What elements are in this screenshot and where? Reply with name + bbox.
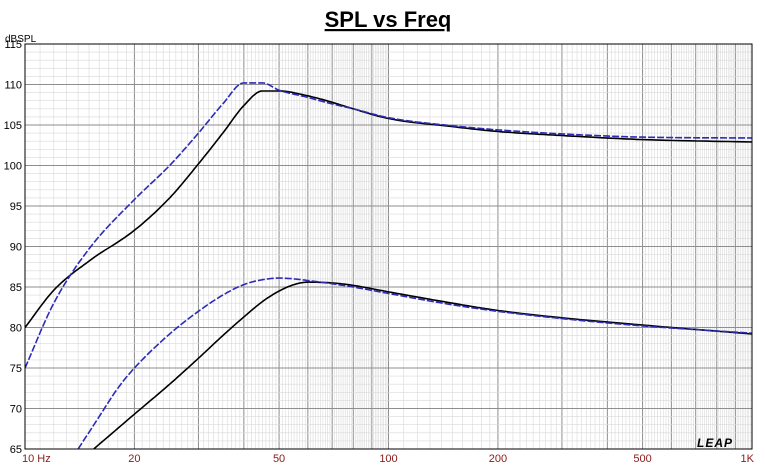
x-tick-label: 50 [273,453,285,465]
y-tick-label: 105 [4,120,22,132]
chart-title: SPL vs Freq [325,7,452,32]
y-axis-label: dBSPL [5,34,37,45]
x-tick-labels: 10 Hz 20 50 100 200 500 1K [22,453,755,465]
leap-logo: LEAP [697,436,733,450]
y-tick-label: 85 [10,282,22,294]
x-tick-label: 10 Hz [22,453,51,465]
y-tick-label: 80 [10,323,22,335]
x-tick-label: 200 [489,453,507,465]
x-tick-label: 500 [633,453,651,465]
y-tick-labels: 65 70 75 80 85 90 95 100 105 110 115 [4,39,22,456]
y-tick-label: 90 [10,242,22,254]
y-tick-label: 115 [4,39,22,51]
y-tick-label: 110 [4,80,22,92]
series-line-4 [77,277,752,449]
y-tick-label: 70 [10,404,22,416]
y-tick-label: 100 [4,161,22,173]
x-tick-label: 20 [128,453,140,465]
x-tick-label: 100 [379,453,397,465]
x-tick-label: 1K [741,453,755,465]
grid-lines [25,43,752,450]
y-tick-label: 65 [10,444,22,456]
series-line-2 [25,82,752,369]
y-tick-label: 95 [10,201,22,213]
plot-frame [24,43,753,450]
y-tick-label: 75 [10,363,22,375]
series-curves [25,82,752,449]
